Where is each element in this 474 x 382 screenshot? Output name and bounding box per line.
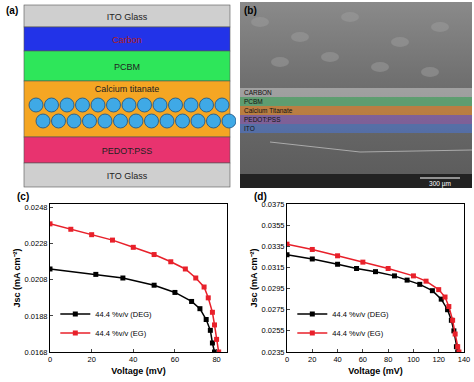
svg-text:44.4 %v/v (DEG): 44.4 %v/v (DEG)	[95, 310, 152, 319]
svg-text:CARBON: CARBON	[244, 89, 272, 96]
svg-text:ITO Glass: ITO Glass	[107, 171, 148, 181]
svg-text:100: 100	[407, 355, 420, 364]
svg-text:0.0228: 0.0228	[25, 239, 48, 248]
svg-text:0.0375: 0.0375	[262, 200, 285, 209]
svg-text:0.0188: 0.0188	[25, 312, 48, 321]
svg-text:60: 60	[359, 355, 367, 364]
svg-text:140: 140	[458, 355, 471, 364]
svg-text:300 µm: 300 µm	[429, 180, 451, 188]
svg-text:(c): (c)	[17, 191, 29, 202]
svg-text:Voltage (mV): Voltage (mV)	[111, 366, 165, 376]
svg-text:80: 80	[212, 355, 220, 364]
svg-text:0.0315: 0.0315	[262, 263, 285, 272]
svg-text:(d): (d)	[254, 191, 267, 202]
svg-text:20: 20	[87, 355, 95, 364]
svg-text:0.0355: 0.0355	[262, 221, 285, 230]
svg-text:0: 0	[285, 355, 289, 364]
svg-text:ITO: ITO	[244, 125, 255, 132]
svg-text:40: 40	[333, 355, 341, 364]
svg-text:(b): (b)	[244, 5, 257, 16]
svg-text:Jsc (mA cm⁻²): Jsc (mA cm⁻²)	[249, 248, 259, 307]
svg-text:0.0275: 0.0275	[262, 305, 285, 314]
svg-text:0.0168: 0.0168	[25, 348, 48, 357]
svg-text:Carbon: Carbon	[112, 35, 142, 45]
svg-text:0.0255: 0.0255	[262, 326, 285, 335]
svg-text:60: 60	[171, 355, 179, 364]
svg-text:0.0208: 0.0208	[25, 275, 48, 284]
svg-text:PEDOT:PSS: PEDOT:PSS	[244, 116, 281, 123]
svg-text:(a): (a)	[6, 5, 18, 16]
svg-text:20: 20	[308, 355, 316, 364]
svg-text:0.0295: 0.0295	[262, 284, 285, 293]
svg-text:PCBM: PCBM	[114, 62, 140, 72]
svg-text:0.0248: 0.0248	[25, 203, 48, 212]
svg-text:80: 80	[384, 355, 392, 364]
svg-text:44.4 %v/v (DEG): 44.4 %v/v (DEG)	[332, 310, 389, 319]
svg-text:ITO Glass: ITO Glass	[107, 12, 148, 22]
svg-text:PCBM: PCBM	[244, 98, 263, 105]
svg-text:PEDOT:PSS: PEDOT:PSS	[102, 146, 153, 156]
svg-text:0.0335: 0.0335	[262, 242, 285, 251]
svg-text:40: 40	[129, 355, 137, 364]
svg-text:Calcium Titanate: Calcium Titanate	[244, 107, 293, 114]
svg-text:Jsc (mA cm⁻²): Jsc (mA cm⁻²)	[12, 248, 22, 307]
svg-text:0.0235: 0.0235	[262, 348, 285, 357]
svg-text:Calcium titanate: Calcium titanate	[95, 84, 160, 94]
svg-text:Voltage (mV): Voltage (mV)	[348, 366, 402, 376]
svg-text:44.4 %v/v (EG): 44.4 %v/v (EG)	[95, 329, 146, 338]
svg-text:0: 0	[48, 355, 52, 364]
svg-text:120: 120	[432, 355, 445, 364]
svg-text:44.4 %v/v (EG): 44.4 %v/v (EG)	[332, 329, 383, 338]
